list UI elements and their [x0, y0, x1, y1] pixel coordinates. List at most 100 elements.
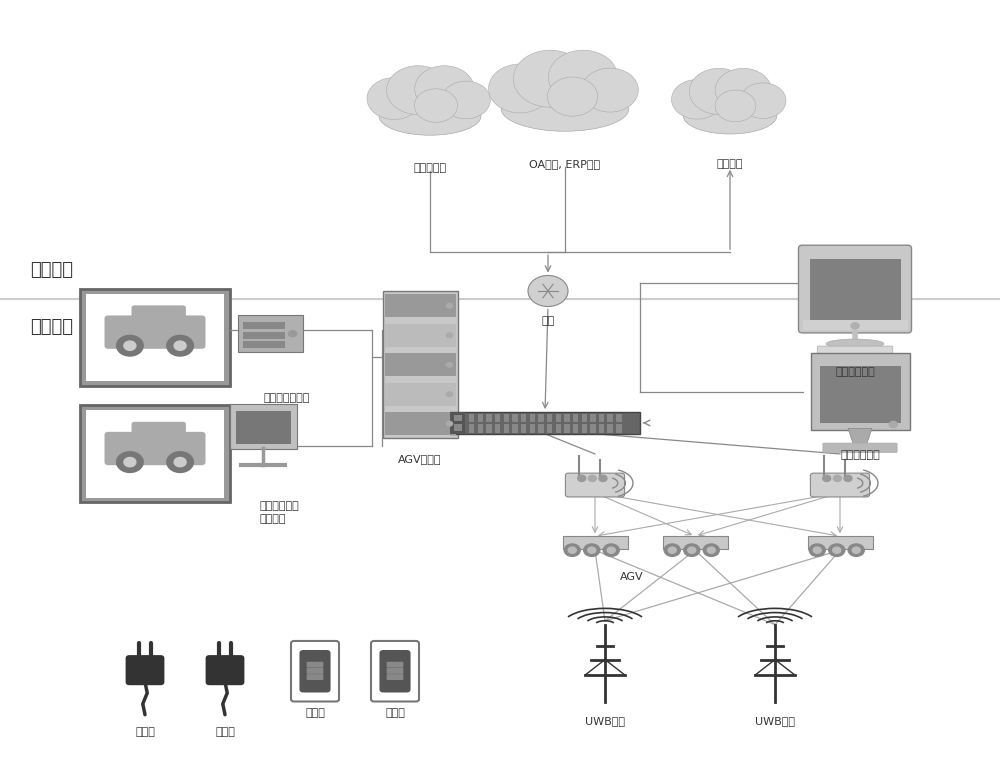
- FancyBboxPatch shape: [387, 674, 403, 680]
- Text: 后台管理终端: 后台管理终端: [835, 367, 875, 377]
- FancyBboxPatch shape: [607, 424, 613, 433]
- FancyBboxPatch shape: [104, 315, 206, 349]
- FancyBboxPatch shape: [565, 473, 625, 497]
- FancyBboxPatch shape: [86, 294, 224, 382]
- Text: 入口闸机以及
操作终端: 入口闸机以及 操作终端: [260, 501, 300, 524]
- FancyBboxPatch shape: [556, 424, 561, 433]
- Circle shape: [813, 547, 821, 553]
- Text: 大屏监控终端: 大屏监控终端: [840, 450, 880, 460]
- Circle shape: [167, 335, 193, 356]
- Circle shape: [446, 392, 452, 397]
- FancyBboxPatch shape: [469, 414, 474, 422]
- FancyBboxPatch shape: [486, 424, 492, 433]
- FancyBboxPatch shape: [538, 414, 544, 422]
- Circle shape: [668, 547, 676, 553]
- FancyBboxPatch shape: [547, 414, 552, 422]
- FancyBboxPatch shape: [521, 424, 526, 433]
- Circle shape: [703, 544, 719, 556]
- FancyBboxPatch shape: [450, 412, 465, 434]
- Circle shape: [446, 421, 452, 426]
- Circle shape: [689, 68, 749, 115]
- Circle shape: [415, 66, 474, 112]
- FancyBboxPatch shape: [810, 353, 910, 430]
- Circle shape: [833, 547, 841, 553]
- FancyBboxPatch shape: [238, 315, 302, 352]
- Circle shape: [599, 475, 607, 481]
- Circle shape: [889, 421, 897, 428]
- FancyBboxPatch shape: [80, 289, 230, 386]
- Circle shape: [740, 83, 786, 119]
- Circle shape: [174, 341, 186, 350]
- FancyBboxPatch shape: [384, 353, 456, 376]
- Circle shape: [715, 90, 756, 122]
- Circle shape: [664, 544, 680, 556]
- FancyBboxPatch shape: [387, 668, 403, 674]
- FancyBboxPatch shape: [817, 346, 893, 355]
- FancyBboxPatch shape: [662, 536, 728, 549]
- FancyBboxPatch shape: [86, 411, 224, 498]
- Circle shape: [607, 547, 615, 553]
- FancyBboxPatch shape: [504, 424, 509, 433]
- FancyBboxPatch shape: [556, 414, 561, 422]
- Text: 出口闸位工控机: 出口闸位工控机: [263, 393, 309, 404]
- Circle shape: [568, 547, 576, 553]
- FancyBboxPatch shape: [538, 424, 544, 433]
- Circle shape: [446, 362, 452, 367]
- FancyBboxPatch shape: [521, 414, 526, 422]
- Text: 内部系统: 内部系统: [30, 318, 73, 336]
- Circle shape: [124, 341, 136, 350]
- FancyBboxPatch shape: [810, 259, 900, 324]
- Text: UWB基站: UWB基站: [585, 716, 625, 726]
- Circle shape: [852, 547, 860, 553]
- Circle shape: [446, 303, 452, 308]
- Text: 计费系统: 计费系统: [717, 159, 743, 169]
- FancyBboxPatch shape: [808, 536, 872, 549]
- Circle shape: [809, 544, 825, 556]
- Ellipse shape: [379, 97, 481, 135]
- FancyBboxPatch shape: [564, 424, 570, 433]
- FancyBboxPatch shape: [307, 674, 323, 680]
- FancyBboxPatch shape: [573, 424, 578, 433]
- FancyBboxPatch shape: [80, 406, 230, 503]
- Circle shape: [584, 544, 600, 556]
- FancyBboxPatch shape: [512, 414, 518, 422]
- FancyBboxPatch shape: [307, 662, 323, 667]
- FancyBboxPatch shape: [530, 414, 535, 422]
- Circle shape: [488, 64, 552, 113]
- FancyBboxPatch shape: [454, 424, 462, 431]
- Circle shape: [548, 50, 618, 104]
- FancyBboxPatch shape: [562, 536, 628, 549]
- Ellipse shape: [683, 98, 777, 134]
- Text: 停车位: 停车位: [305, 708, 325, 719]
- Circle shape: [367, 78, 421, 120]
- Text: 外部系统: 外部系统: [30, 262, 73, 279]
- FancyBboxPatch shape: [371, 641, 419, 702]
- Circle shape: [174, 458, 186, 466]
- Circle shape: [715, 68, 771, 112]
- Circle shape: [117, 452, 143, 473]
- Text: AGV: AGV: [620, 572, 644, 582]
- FancyBboxPatch shape: [512, 424, 518, 433]
- FancyBboxPatch shape: [590, 424, 596, 433]
- FancyBboxPatch shape: [582, 424, 587, 433]
- FancyBboxPatch shape: [547, 424, 552, 433]
- Circle shape: [707, 547, 715, 553]
- Text: 停车位: 停车位: [385, 708, 405, 719]
- FancyBboxPatch shape: [590, 414, 596, 422]
- Text: 网关: 网关: [541, 316, 555, 326]
- FancyBboxPatch shape: [104, 431, 206, 466]
- FancyBboxPatch shape: [582, 414, 587, 422]
- FancyBboxPatch shape: [291, 641, 339, 702]
- Circle shape: [124, 458, 136, 466]
- FancyBboxPatch shape: [132, 305, 186, 331]
- Text: 充电桩: 充电桩: [215, 727, 235, 737]
- FancyBboxPatch shape: [299, 650, 331, 692]
- Circle shape: [547, 77, 598, 116]
- FancyBboxPatch shape: [382, 291, 458, 438]
- Circle shape: [117, 335, 143, 356]
- FancyBboxPatch shape: [243, 341, 285, 348]
- FancyBboxPatch shape: [236, 411, 291, 444]
- FancyBboxPatch shape: [798, 245, 912, 333]
- FancyBboxPatch shape: [820, 366, 900, 423]
- Circle shape: [829, 544, 845, 556]
